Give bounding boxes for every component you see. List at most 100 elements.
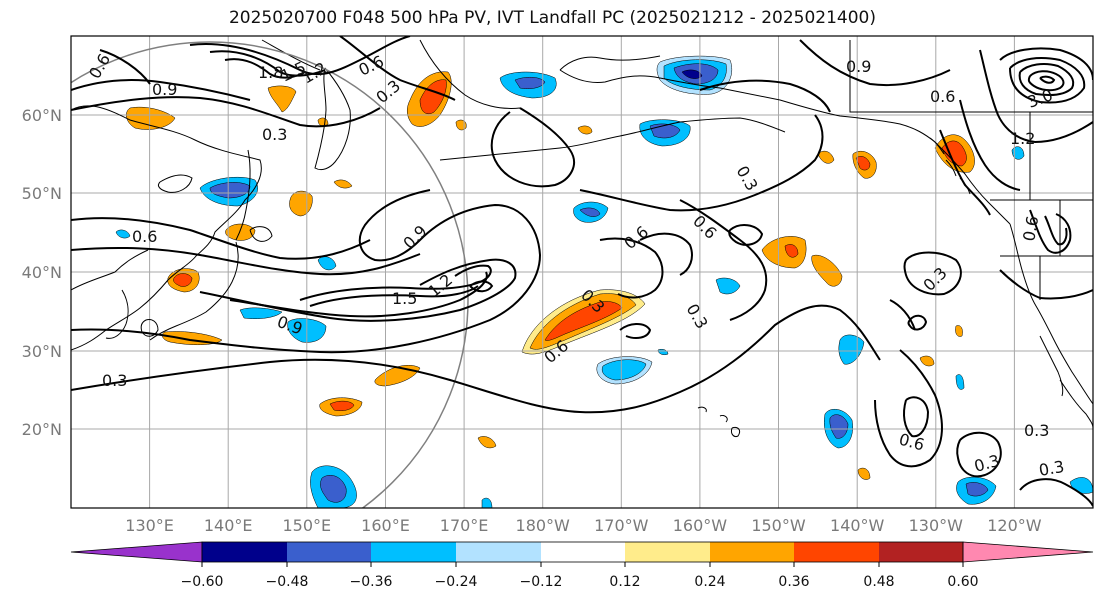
- anomaly-patch: [955, 325, 963, 337]
- lon-label: 180°W: [516, 516, 571, 535]
- colorbar-tick-label: −0.24: [435, 574, 478, 590]
- anomaly-patch: [317, 256, 337, 271]
- contour-label: 0.9: [152, 80, 177, 99]
- contour-line: [71, 96, 381, 128]
- anomaly-patch: [455, 119, 467, 131]
- contour-line: [339, 36, 456, 101]
- anomaly-patch: [601, 359, 647, 381]
- coastline-chukotka: [419, 39, 521, 109]
- contour-line: [209, 50, 326, 77]
- contour-label: 0.3: [972, 451, 1002, 476]
- coastline-hokkaido: [249, 226, 273, 242]
- anomaly-patch: [173, 273, 193, 287]
- gridlines: [71, 36, 1093, 508]
- contour-line: [959, 99, 1021, 191]
- coastline-kamchatka: [314, 67, 351, 171]
- anomaly-patch: [209, 182, 251, 199]
- colorbar-tick-label: 0.24: [694, 574, 725, 590]
- contour-line: [99, 49, 151, 85]
- contour-line: [189, 36, 411, 76]
- contour-line: [1009, 57, 1086, 104]
- anomaly-patch: [239, 307, 283, 319]
- colorbar-tick-label: 0.12: [609, 574, 640, 590]
- coastline-japan: [149, 241, 239, 341]
- contour-line: [979, 49, 1093, 144]
- contour-line: [903, 396, 930, 438]
- colorbar-tick-label: −0.12: [520, 574, 563, 590]
- coastline-asia: [71, 249, 149, 291]
- anomaly-patch: [374, 365, 421, 387]
- lat-label: 40°N: [22, 263, 62, 282]
- anomaly-patch: [333, 179, 353, 189]
- colorbar-segment: [879, 542, 963, 562]
- coastline-sakhalin: [235, 149, 251, 241]
- coastline-japan-kyushu: [140, 319, 159, 337]
- anomaly-patch: [1011, 146, 1025, 160]
- colorbar-segment: [625, 542, 710, 562]
- lat-label: 20°N: [22, 420, 62, 439]
- contour-line: [939, 129, 991, 216]
- contour-line: [956, 431, 1002, 478]
- contour-line: [71, 217, 371, 260]
- colorbar-tick-label: −0.36: [350, 574, 393, 590]
- contour-label: 0.3: [102, 371, 127, 390]
- contour-line: [999, 47, 1093, 81]
- coastline-alaska: [559, 69, 1011, 225]
- lat-label: 50°N: [22, 184, 62, 203]
- contour-label: 0.6: [356, 52, 387, 80]
- anomaly-patch: [838, 334, 865, 365]
- anomaly-patch: [481, 497, 493, 508]
- anomaly-patch: [657, 348, 669, 356]
- contour-line: [639, 232, 693, 276]
- anomaly-patch: [955, 374, 965, 390]
- contour-label: 0.3: [1024, 421, 1049, 440]
- contour-label: 1.2: [1010, 129, 1035, 148]
- contour-label: 0.3: [1037, 457, 1065, 480]
- contour-label: 1.5: [392, 289, 417, 308]
- coastline-alaska-north: [559, 55, 661, 71]
- colorbar-tick-label: 0.36: [778, 574, 809, 590]
- contour-line: [874, 349, 943, 468]
- colorbar-tick-label: −0.48: [266, 574, 309, 590]
- contour-line: [799, 39, 951, 87]
- contour-line: [71, 189, 542, 354]
- anomaly-patch: [115, 229, 131, 239]
- contour-line: [71, 304, 881, 414]
- lon-label: 140°W: [830, 516, 885, 535]
- coastlines: [71, 39, 1093, 437]
- contour-line: [1018, 63, 1075, 97]
- contour-label: 0.6: [1019, 214, 1042, 242]
- contour-line: [679, 199, 768, 321]
- contour-line: [71, 79, 251, 101]
- anomaly-patch: [289, 190, 313, 217]
- range-circle: [71, 41, 469, 508]
- contour-line: [619, 323, 652, 339]
- anomaly-patch: [329, 400, 355, 412]
- colorbar-segment: [371, 542, 456, 562]
- contour-line: [903, 251, 962, 296]
- anomaly-patch: [419, 79, 447, 115]
- colorbar-extend-max: [962, 541, 1094, 563]
- contour-line: [71, 246, 421, 276]
- contour-label: 0.3: [372, 76, 404, 107]
- lat-label: 30°N: [22, 342, 62, 361]
- contour-label: 0.6: [930, 87, 955, 106]
- anomaly-patch: [514, 77, 546, 89]
- contour-line: [889, 299, 916, 331]
- coastline-na-west: [1009, 223, 1093, 405]
- lat-label: 60°N: [22, 106, 62, 125]
- anomaly-patch: [817, 150, 835, 164]
- lon-label: 120°W: [987, 516, 1042, 535]
- coastline-korea: [105, 289, 129, 339]
- anomaly-patch: [965, 482, 989, 497]
- contour-line: [469, 280, 494, 293]
- anomaly-patch: [855, 156, 871, 171]
- lon-label: 130°W: [909, 516, 964, 535]
- contour-line: [229, 271, 488, 318]
- lon-label: 160°W: [673, 516, 728, 535]
- anomaly-patch: [1069, 477, 1093, 494]
- contour-layer: [71, 36, 1093, 507]
- colorbar-segment: [287, 542, 371, 562]
- colorbar-tick-label: 0.60: [947, 574, 978, 590]
- contour-line: [907, 314, 928, 331]
